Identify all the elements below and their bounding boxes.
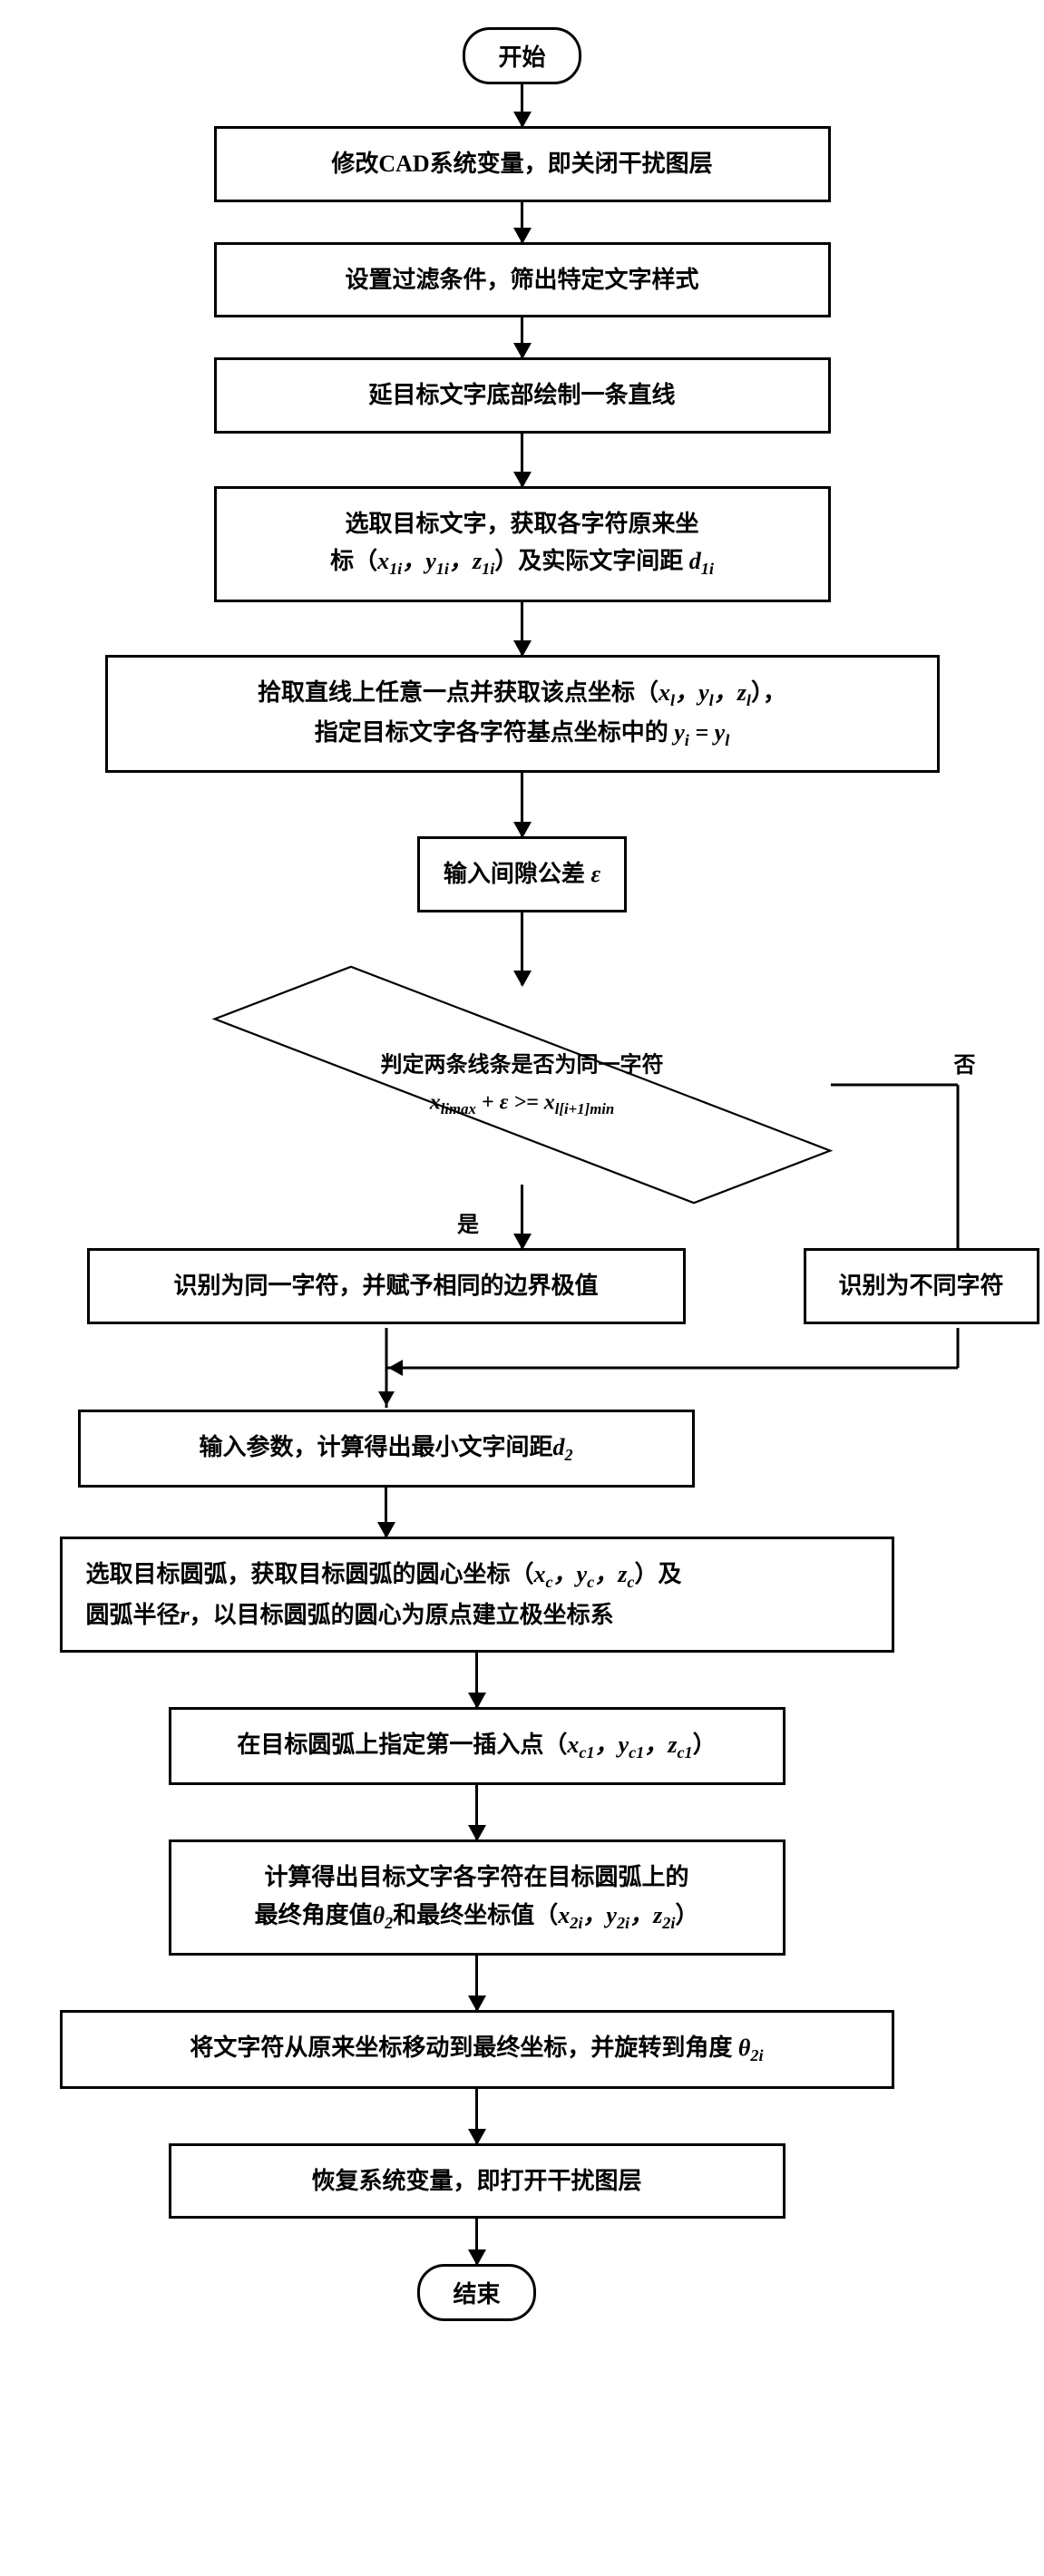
arrow [521,1185,523,1248]
text-line: 在目标圆弧上指定第一插入点（ [237,1732,567,1758]
formula: θ2 [373,1902,394,1928]
text-line: 计算得出目标文字各字符在目标圆弧上的 [264,1864,688,1890]
start-terminator: 开始 [463,27,581,84]
arrow [385,1488,387,1537]
arrow [475,2219,478,2264]
no-label: 否 [954,1047,976,1078]
step-pick-line-point: 拾取直线上任意一点并获取该点坐标（xl，yl，zl）， 指定目标文字各字符基点坐… [105,655,940,774]
arrow [475,1653,478,1707]
decision-same-char: 判定两条线条是否为同一字符 xlimax + ε >= xl[i+1]min [178,985,867,1185]
branch-row: 识别为同一字符，并赋予相同的边界极值 识别为不同字符 [42,1248,1003,1328]
formula: d1i [689,548,714,574]
arrow [521,434,523,486]
step-modify-cad-vars: 修改CAD系统变量，即关闭干扰图层 [214,126,831,202]
step-same-char: 识别为同一字符，并赋予相同的边界极值 [87,1248,686,1324]
text-line: ，以目标圆弧的圆心为原点建立极坐标系 [190,1602,614,1628]
text-line: ）， [751,679,786,706]
decision-formula: xlimax + ε >= xl[i+1]min [430,1090,615,1114]
text-line: ） [693,1732,717,1758]
text-line: ） [675,1902,698,1928]
text-line: 输入间隙公差 [444,861,591,887]
arrow [475,1956,478,2010]
formula: r [181,1602,190,1628]
arrow [521,773,523,836]
text-line: 将文字符从原来坐标移动到最终坐标，并旋转到角度 [190,2034,738,2061]
arrow [521,912,523,985]
step-first-insert-point: 在目标圆弧上指定第一插入点（xc1，yc1，zc1） [169,1707,785,1785]
step-draw-baseline: 延目标文字底部绘制一条直线 [214,357,831,434]
formula: xc1，yc1，zc1 [567,1732,692,1758]
text-line: ）及 [634,1561,681,1587]
text-line: ）及实际文字间距 [494,548,683,574]
step-select-arc: 选取目标圆弧，获取目标圆弧的圆心坐标（xc，yc，zc）及 圆弧半径r，以目标圆… [60,1537,894,1653]
text-line: 指定目标文字各字符基点坐标中的 [315,719,675,746]
flowchart-root: 开始 修改CAD系统变量，即关闭干扰图层 设置过滤条件，筛出特定文字样式 延目标… [24,27,1021,2321]
step-set-filter: 设置过滤条件，筛出特定文字样式 [214,242,831,318]
arrow [475,1785,478,1839]
decision-line1: 判定两条线条是否为同一字符 [381,1053,664,1077]
arrow [521,84,523,126]
step-compute-d2: 输入参数，计算得出最小文字间距d2 [78,1410,695,1488]
step-move-rotate: 将文字符从原来坐标移动到最终坐标，并旋转到角度 θ2i [60,2010,894,2088]
decision-text: 判定两条线条是否为同一字符 xlimax + ε >= xl[i+1]min [268,1047,776,1122]
arrow [521,602,523,655]
arrow [521,202,523,242]
text-line: 选取目标文字，获取各字符原来坐 [345,511,698,537]
text-line: 和最终坐标值（ [393,1902,558,1928]
text-line: 输入参数，计算得出最小文字间距 [199,1434,552,1460]
formula: xc，yc，zc [534,1561,635,1587]
text-line: 拾取直线上任意一点并获取该点坐标（ [258,679,659,706]
text-line: 选取目标圆弧，获取目标圆弧的圆心坐标（ [86,1561,534,1587]
text-line: 标（ [330,548,377,574]
step-restore-vars: 恢复系统变量，即打开干扰图层 [169,2143,785,2220]
arrow [521,317,523,357]
end-terminator: 结束 [417,2264,535,2321]
formula: yi = yl [674,719,729,746]
text-line: 圆弧半径 [86,1602,181,1628]
formula: x2i，y2i，z2i [558,1902,675,1928]
merge-area [42,1328,1003,1410]
yes-label: 是 [457,1206,479,1238]
step-compute-final-angle: 计算得出目标文字各字符在目标圆弧上的 最终角度值θ2和最终坐标值（x2i，y2i… [169,1839,785,1956]
formula: d2 [552,1434,572,1460]
arrow [475,2089,478,2143]
formula: x1i，y1i，z1i [377,548,494,574]
formula: xl，yl，zl [659,679,751,706]
step-input-epsilon: 输入间隙公差 ε [417,836,627,912]
step-select-text: 选取目标文字，获取各字符原来坐 标（x1i，y1i，z1i）及实际文字间距 d1… [214,486,831,602]
text-line: 最终角度值 [255,1902,373,1928]
formula: θ2i [738,2034,764,2061]
formula: ε [590,861,600,887]
step-diff-char: 识别为不同字符 [804,1248,1039,1324]
